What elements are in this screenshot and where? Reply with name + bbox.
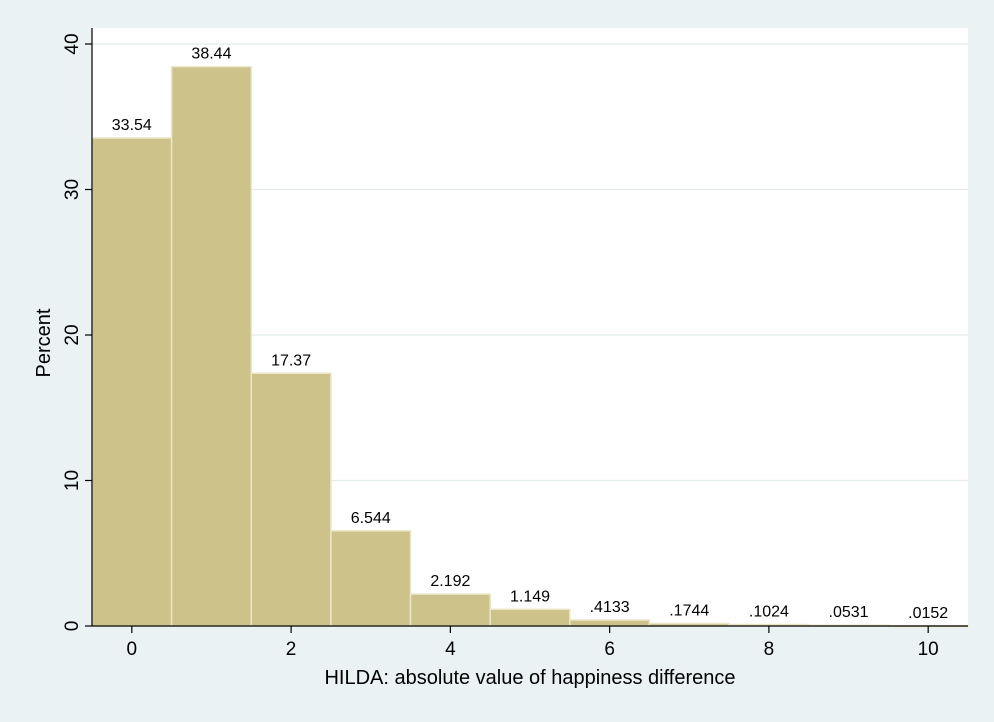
bar-value-label: 2.192 [430,573,470,590]
y-axis-ticks: 0 10 20 30 40 [62,33,92,631]
y-tick-label: 40 [62,33,83,54]
bar [170,65,253,627]
bar-value-label: 38.44 [191,46,231,63]
bar [330,530,412,627]
bar-value-label: .0152 [908,605,948,622]
x-tick-label: 6 [604,639,615,660]
x-tick-label: 10 [918,639,939,660]
bar-value-labels: 33.54 38.44 17.37 6.544 2.192 1.149 .4133 .1744… [112,46,949,622]
bar [489,608,571,627]
bar-value-label: 33.54 [112,117,152,134]
y-tick-label: 20 [62,324,83,345]
y-tick-label: 10 [62,470,83,491]
bar-value-label: .4133 [590,599,630,616]
bar-value-label: 6.544 [351,510,391,527]
bar-value-label: .1024 [749,604,789,621]
bar [409,593,491,627]
bar-value-label: 17.37 [271,352,311,369]
y-axis-title: Percent [33,308,55,377]
bar-value-label: .0531 [829,604,869,621]
bar-value-label: .1744 [669,602,709,619]
x-tick-label: 0 [127,639,138,660]
x-axis-ticks: 0 2 4 6 8 10 [127,626,939,660]
x-axis-title: HILDA: absolute value of happiness diffe… [324,667,735,689]
bar [91,137,173,627]
x-tick-label: 8 [764,639,775,660]
bar-value-label: 1.149 [510,588,550,605]
x-tick-label: 2 [286,639,297,660]
bar [569,619,651,627]
x-tick-label: 4 [445,639,456,660]
y-tick-label: 30 [62,179,83,200]
y-tick-label: 0 [62,621,83,632]
bar [250,372,332,627]
axes [91,28,968,627]
